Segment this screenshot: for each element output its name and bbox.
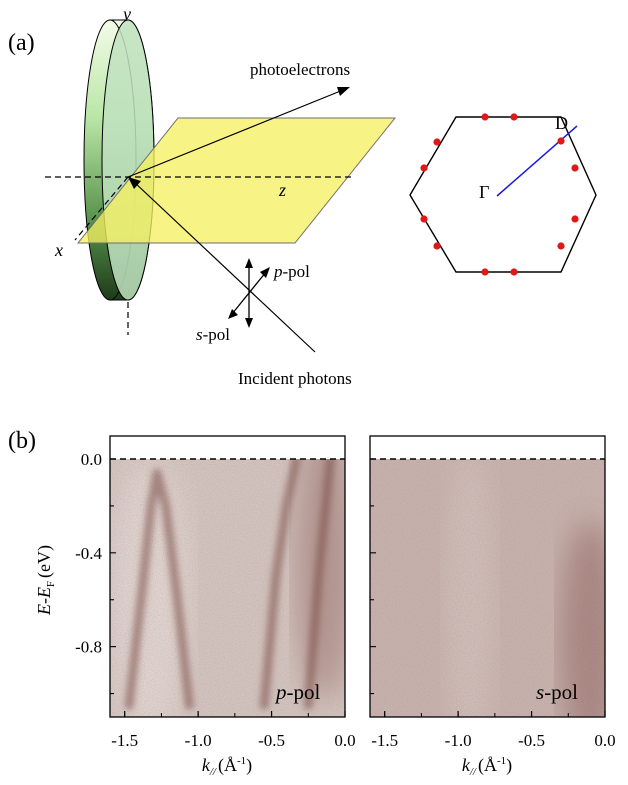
x-tick-label: -0.5 xyxy=(518,731,545,750)
dispersion-band xyxy=(303,459,335,710)
bz-point xyxy=(481,268,489,276)
y-tick-label: -0.8 xyxy=(75,638,102,657)
photoelectron-arrowhead xyxy=(337,87,350,96)
bz-point xyxy=(433,138,441,146)
axes-layer: -1.5 -1.0 -0.5 0.0 0.0 -0.4 -0.8 -1.5 -1.0 -0.5 0.… xyxy=(75,450,616,750)
scattering-plane xyxy=(76,117,397,244)
x-axis-label: x xyxy=(54,240,63,260)
bz-cut-line xyxy=(496,125,578,197)
polarization-arrows xyxy=(228,258,270,328)
bz-point xyxy=(557,242,565,250)
bz-point xyxy=(510,268,518,276)
bz-point xyxy=(571,164,579,172)
bz-point xyxy=(571,215,579,223)
arpes-map-s-pol: s-pol xyxy=(369,435,606,718)
y-axis-label: y xyxy=(121,4,131,24)
y-tick-label: -0.4 xyxy=(75,544,102,563)
incident-photon-arrowhead xyxy=(128,177,141,189)
bz-point xyxy=(557,137,565,145)
panel-b-label: (b) xyxy=(8,428,36,454)
x-tick-label: -1.0 xyxy=(445,731,472,750)
x-axis-line xyxy=(74,176,129,241)
bz-point xyxy=(481,113,489,121)
photoelectron-arrow xyxy=(127,89,344,178)
panel-b: (b) p-pol s-pol xyxy=(8,428,616,778)
frame-left xyxy=(109,435,346,718)
dispersion-band xyxy=(124,468,194,710)
x-tick-label: -1.0 xyxy=(185,731,212,750)
incident-photons-label: Incident photons xyxy=(238,369,352,388)
x-tick-label: -1.5 xyxy=(111,731,138,750)
bz-point xyxy=(420,164,428,172)
band-layer xyxy=(124,459,335,710)
brillouin-zone: Γ D xyxy=(409,113,597,276)
intensity-noise xyxy=(370,459,605,717)
x-tick-label: 0.0 xyxy=(334,731,355,750)
photoelectrons-label: photoelectrons xyxy=(250,60,350,79)
panel-a-label: (a) xyxy=(8,30,35,56)
bz-point xyxy=(510,113,518,121)
bz-gamma-label: Γ xyxy=(479,182,489,202)
p-pol-label: p-pol xyxy=(273,262,310,281)
s-pol-label: s-pol xyxy=(196,325,230,344)
y-tick-label: 0.0 xyxy=(81,450,102,469)
dispersion-band xyxy=(259,459,301,710)
x-tick-label: -0.5 xyxy=(258,731,285,750)
incident-photon-arrow xyxy=(132,180,316,353)
s-pol-tag: s-pol xyxy=(536,680,578,704)
y-axis-title: E-EF(eV) xyxy=(34,545,57,616)
bz-point xyxy=(433,242,441,250)
bz-d-label: D xyxy=(555,113,568,133)
x-axis-title-left: k//(Å-1) xyxy=(202,755,252,778)
panel-a: (a) y z x photoelectrons Incident photon… xyxy=(8,4,597,388)
x-tick-label: -1.5 xyxy=(371,731,398,750)
p-pol-tag: p-pol xyxy=(274,680,320,704)
x-axis-title-right: k//(Å-1) xyxy=(462,755,512,778)
sample-disk xyxy=(83,19,155,301)
z-axis-label: z xyxy=(278,180,286,200)
frame-right xyxy=(369,435,606,718)
x-tick-label: 0.0 xyxy=(594,731,615,750)
bz-point xyxy=(420,215,428,223)
arpes-map-p-pol: p-pol xyxy=(109,435,346,718)
bz-hexagon xyxy=(409,116,597,273)
